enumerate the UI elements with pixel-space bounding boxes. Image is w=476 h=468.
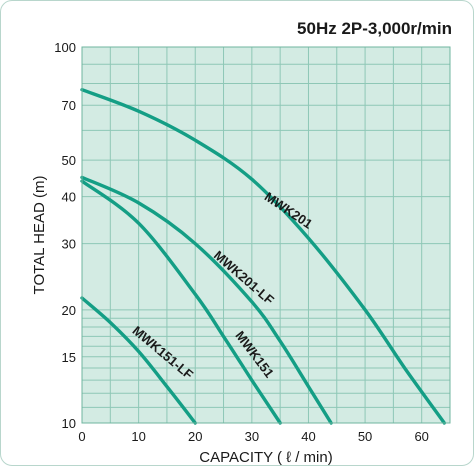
y-tick-label: 40 xyxy=(62,190,76,205)
series-line-mwk151-lf xyxy=(80,296,197,425)
x-tick-label: 60 xyxy=(414,429,428,444)
series-lines xyxy=(80,88,446,425)
x-tick-label: 40 xyxy=(301,429,315,444)
x-tick-label: 0 xyxy=(78,429,85,444)
y-tick-label: 100 xyxy=(54,40,76,55)
x-tick-label: 10 xyxy=(131,429,145,444)
series-line-mwk201-lf xyxy=(80,175,333,425)
series-line-mwk151 xyxy=(80,179,282,425)
y-tick-label: 70 xyxy=(62,98,76,113)
y-tick-label: 15 xyxy=(62,350,76,365)
y-tick-label: 20 xyxy=(62,303,76,318)
y-axis-title: TOTAL HEAD (m) xyxy=(31,176,48,295)
y-tick-label: 10 xyxy=(62,416,76,431)
y-tick-label: 30 xyxy=(62,237,76,252)
x-tick-label: 20 xyxy=(188,429,202,444)
x-tick-label: 50 xyxy=(358,429,372,444)
chart-title: 50Hz 2P-3,000r/min xyxy=(297,19,452,38)
x-axis-title: CAPACITY ( ℓ / min) xyxy=(199,449,332,466)
plot-border xyxy=(81,46,451,424)
y-tick-label: 50 xyxy=(62,153,76,168)
series-line-mwk201 xyxy=(80,88,446,425)
grid-lines xyxy=(82,47,450,423)
x-tick-label: 30 xyxy=(245,429,259,444)
plot-area xyxy=(82,47,450,423)
